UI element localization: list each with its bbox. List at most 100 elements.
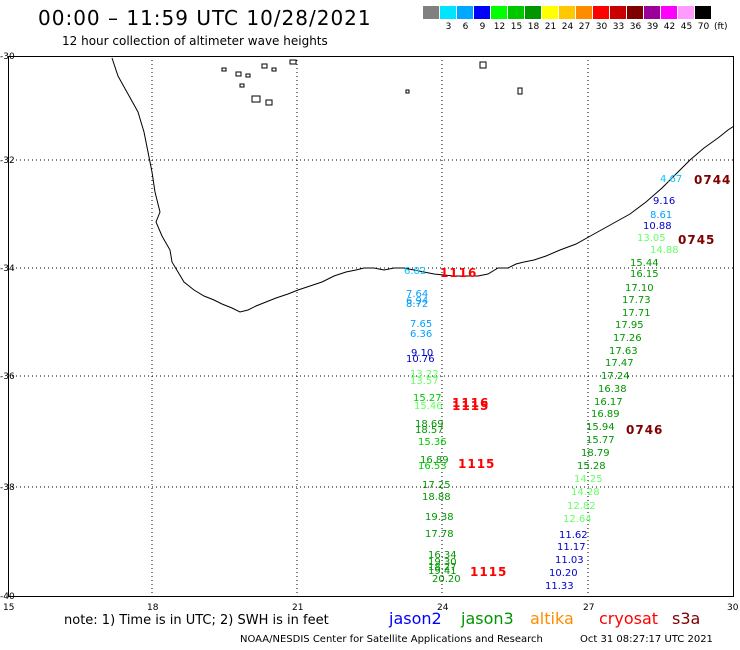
- wave-height-label: 10.76: [406, 354, 435, 365]
- colorbar-swatch: [593, 6, 610, 19]
- colorbar-swatch: [661, 6, 678, 19]
- colorbar-tick-label: 12: [493, 22, 506, 32]
- wave-height-label: 18.88: [422, 492, 451, 503]
- wave-height-label: 14.88: [650, 245, 679, 256]
- wave-height-label: 17.26: [613, 333, 642, 344]
- wave-height-label: 17.25: [422, 480, 451, 491]
- legend-s3a: s3a: [672, 609, 701, 628]
- wave-height-label: 15.44: [630, 258, 659, 269]
- pass-time-label: 0745: [678, 233, 716, 247]
- wave-height-label: 15.77: [586, 435, 615, 446]
- wave-height-label: 11.17: [557, 542, 586, 553]
- colorbar-tick-label: 45: [680, 22, 693, 32]
- wave-height-label: 16.17: [594, 397, 623, 408]
- footer-note: note: 1) Time is in UTC; 2) SWH is in fe…: [64, 613, 329, 628]
- wave-height-label: 9.10: [411, 348, 434, 359]
- colorbar-tick-label: 3: [445, 22, 452, 32]
- wave-height-label: 17.10: [625, 283, 654, 294]
- wave-height-label: 17.47: [605, 358, 634, 369]
- wave-height-label: 18.79: [581, 448, 610, 459]
- lon-label: 18: [147, 603, 159, 613]
- wave-height-label: 15.36: [418, 437, 447, 448]
- colorbar-swatch: [610, 6, 627, 19]
- wave-height-label: 8.72: [406, 299, 429, 310]
- colorbar-swatch: [474, 6, 491, 19]
- lon-label: 27: [583, 603, 595, 613]
- colorbar-swatch: [491, 6, 508, 19]
- map-title: 00:00 – 11:59 UTC 10/28/2021: [38, 6, 372, 30]
- wave-height-label: 14.25: [574, 474, 603, 485]
- colorbar-swatch: [695, 6, 712, 19]
- lat-label: -38: [0, 483, 15, 493]
- wave-height-label: 15.94: [586, 422, 615, 433]
- colorbar-tick-label: 36: [629, 22, 642, 32]
- wave-height-label: 15.46: [414, 401, 443, 412]
- wave-height-label: 17.78: [425, 529, 454, 540]
- wave-height-label: 4.67: [660, 174, 683, 185]
- colorbar-swatch: [542, 6, 559, 19]
- graticule: [8, 56, 734, 597]
- wave-height-label: 6.82: [404, 266, 427, 277]
- colorbar-tick-label: 24: [561, 22, 574, 32]
- pass-time-label: 1116: [440, 266, 478, 280]
- lat-label: -34: [0, 264, 15, 274]
- wave-height-label: 7.65: [410, 319, 433, 330]
- wave-height-label: 8.61: [650, 210, 673, 221]
- colorbar-tick-label: 15: [510, 22, 523, 32]
- colorbar-swatch: [576, 6, 593, 19]
- wave-height-label: 16.38: [598, 384, 627, 395]
- colorbar-swatch: [508, 6, 525, 19]
- wave-height-label: 17.24: [601, 371, 630, 382]
- lat-label: -40: [0, 592, 15, 602]
- colorbar-tick-label: 21: [544, 22, 557, 32]
- wave-height-label: 19.41: [428, 566, 457, 577]
- colorbar-labels: 3 6 9 12 15 18 21 24 27 30 33 36 39 42 45 70: [423, 22, 712, 32]
- pass-time-label: 1115: [458, 457, 496, 471]
- colorbar-swatch: [678, 6, 695, 19]
- wave-height-label: 20.20: [432, 574, 461, 585]
- wave-height-label: 19.38: [425, 512, 454, 523]
- colorbar-tick-label: 33: [612, 22, 625, 32]
- wave-height-label: 16.53: [418, 461, 447, 472]
- wave-height-label: 7.64: [406, 289, 429, 300]
- plot-frame: [8, 56, 734, 597]
- wave-height-label: 16.89: [591, 409, 620, 420]
- wave-height-label: 16.15: [630, 269, 659, 280]
- colorbar-swatch: [644, 6, 661, 19]
- colorbar-tick-label: 70: [697, 22, 710, 32]
- wave-height-label: 6.36: [410, 329, 433, 340]
- legend-altika: altika: [530, 609, 574, 628]
- colorbar-tick-label: 42: [663, 22, 676, 32]
- wave-height-label: 18.57: [415, 425, 444, 436]
- map-subtitle: 12 hour collection of altimeter wave hei…: [62, 34, 328, 48]
- colorbar: [423, 6, 712, 19]
- wave-height-label: 17.63: [609, 346, 638, 357]
- wave-height-label: 15.27: [413, 393, 442, 404]
- wave-height-label: 17.95: [615, 320, 644, 331]
- wave-height-label: 12.64: [563, 514, 592, 525]
- legend-cryosat: cryosat: [599, 609, 659, 628]
- pass-time-label: 1116: [452, 396, 490, 410]
- timestamp: Oct 31 08:27:17 UTC 2021: [580, 634, 713, 645]
- wave-height-label: 17.73: [622, 295, 651, 306]
- colorbar-tick-label: 6: [462, 22, 469, 32]
- lon-label: 24: [437, 603, 449, 613]
- colorbar-tick-label: 27: [578, 22, 591, 32]
- wave-height-label: 19.30: [428, 557, 457, 568]
- pass-time-label: 0744: [694, 173, 732, 187]
- wave-height-label: 13.22: [410, 369, 439, 380]
- colorbar-unit: (ft): [714, 22, 728, 32]
- lon-label: 21: [292, 603, 304, 613]
- lat-label: -36: [0, 372, 15, 382]
- wave-height-label: 6.94: [406, 296, 429, 307]
- wave-height-label: 9.16: [653, 196, 676, 207]
- wave-height-label: 16.89: [420, 455, 449, 466]
- legend-jason2: jason2: [389, 609, 442, 628]
- pass-time-label: 0746: [626, 423, 664, 437]
- colorbar-swatch: [440, 6, 457, 19]
- colorbar-swatch: [559, 6, 576, 19]
- wave-height-label: 10.20: [549, 568, 578, 579]
- pass-time-label: 1115: [452, 399, 490, 413]
